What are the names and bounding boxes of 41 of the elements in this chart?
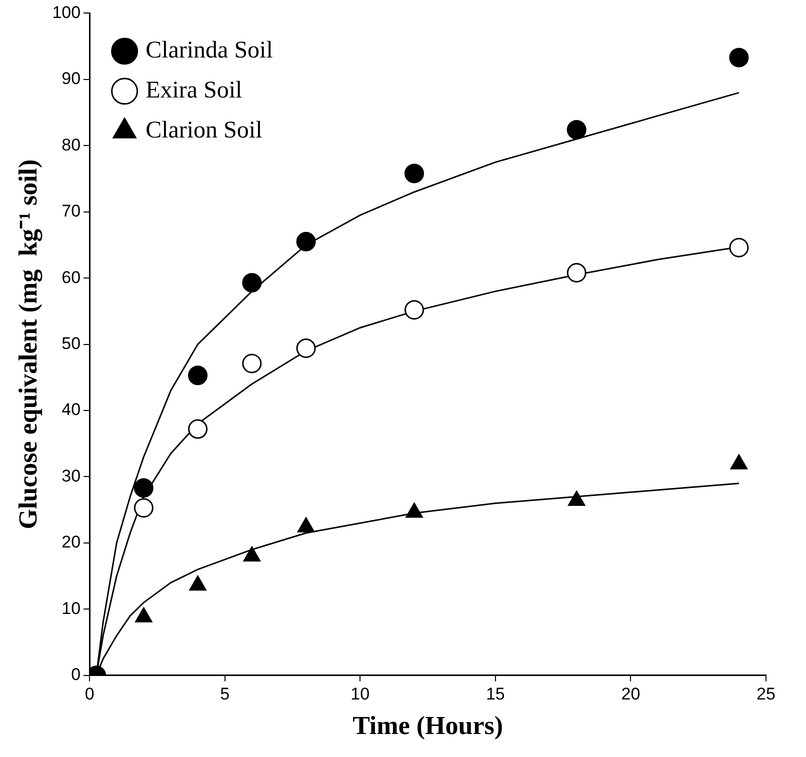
point [406,502,423,518]
y-tick-label: 60 [62,268,81,287]
point [296,232,316,252]
y-tick-label: 10 [62,598,81,618]
point [730,454,748,470]
x-tick-label: 5 [220,684,230,704]
point [566,120,586,140]
point [729,238,749,258]
x-tick-label: 0 [84,684,94,704]
legend-label: Clarion Soil [146,117,263,144]
y-tick-label: 100 [52,2,81,22]
y-tick-label: 30 [62,466,81,486]
point [242,272,262,292]
point [297,517,315,532]
point [404,164,424,184]
x-axis-title: Time (Hours) [352,711,504,740]
point [568,490,586,506]
y-tick-label: 80 [62,135,81,154]
x-tick-label: 10 [350,684,370,704]
y-tick-label: 20 [62,532,81,552]
point [296,338,316,358]
y-tick-label: 50 [62,334,81,353]
point [243,546,260,562]
point [404,300,424,320]
y-tick-label: 70 [62,202,81,221]
point [242,354,262,374]
point [188,419,208,439]
legend-label: Clarinda Soil [146,37,274,64]
point [729,48,749,68]
legend-label: Exira Soil [146,77,243,104]
point [566,263,586,283]
y-tick-label: 40 [62,400,81,420]
point [189,576,206,591]
y-tick-label: 90 [62,69,81,88]
point [135,607,152,622]
x-tick-label: 20 [621,684,640,704]
y-tick-label: 0 [71,665,81,684]
x-tick-label: 25 [756,684,776,704]
y-axis-title: Glucose equivalent (mg kg⁻¹ soil) [13,159,42,530]
point [188,366,208,386]
x-tick-label: 15 [486,684,505,704]
